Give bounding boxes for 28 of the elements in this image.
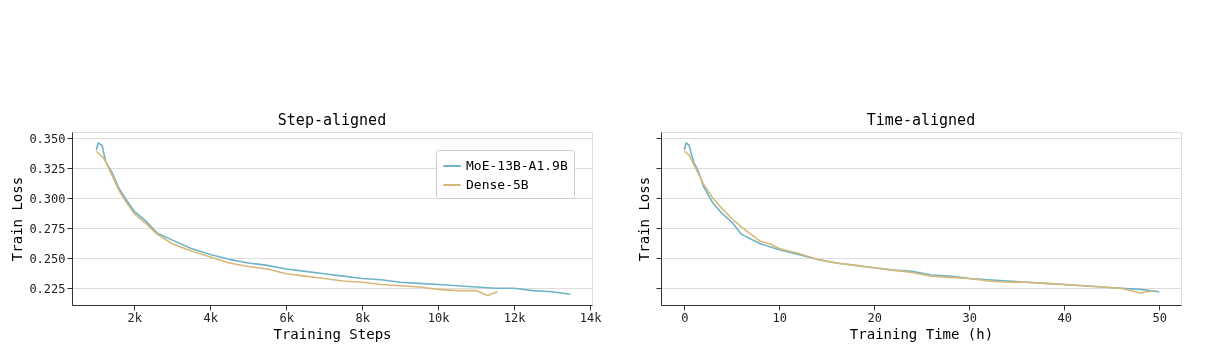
x-tick-label: 2k [127,310,143,325]
x-tick-label: 40 [1057,310,1072,325]
x-tick-label: 8k [355,310,371,325]
y-tick-label: 0.225 [29,281,66,296]
y-tick-label: 0.250 [29,251,66,266]
y-tick-label: 0.350 [29,131,66,146]
x-axis-title: Training Steps [273,325,392,342]
x-tick-label: 10 [772,310,787,325]
x-tick-label: 50 [1152,310,1167,325]
x-tick-label: 20 [867,310,882,325]
x-tick-label: 10k [427,310,451,325]
line-series [95,142,572,295]
x-tick-label: 6k [279,310,295,325]
y-axis-title: Train Loss [636,176,652,262]
y-axis-title: Train Loss [9,176,26,262]
legend-label: MoE-13B-A1.9B [466,158,568,173]
x-tick-label: 14k [579,310,603,325]
x-tick-label: 30 [962,310,977,325]
x-axis-title: Training Time (h) [849,325,994,342]
y-tick-label: 0.300 [29,191,66,206]
y-tick-label: 0.325 [29,161,66,176]
y-tick-label: 0.275 [29,221,66,236]
legend-label: Dense-5B [466,177,529,192]
chart-title: Step-aligned [277,111,387,129]
x-tick-label: 12k [503,310,527,325]
x-tick-label: 0 [681,310,689,325]
chart-title: Time-aligned [866,111,976,129]
x-tick-label: 4k [203,310,219,325]
